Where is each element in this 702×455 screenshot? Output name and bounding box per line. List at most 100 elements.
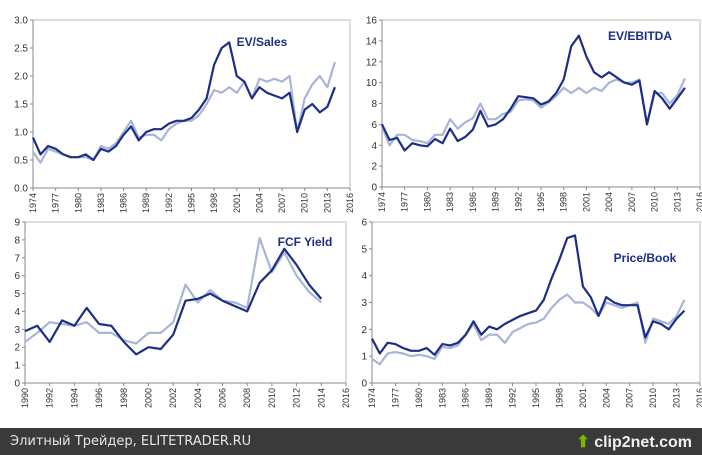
x-tick-label: 2004 xyxy=(193,388,203,408)
series-dark-line xyxy=(24,247,323,356)
y-tick-label: 1.0 xyxy=(14,128,28,139)
x-tick-label: 2010 xyxy=(300,193,310,213)
y-tick-label: 4 xyxy=(371,141,377,152)
x-tick-label: 1983 xyxy=(96,193,106,213)
x-tick-label: 1974 xyxy=(28,193,38,213)
x-tick-label: 2001 xyxy=(578,388,588,408)
y-tick-label: 1.5 xyxy=(14,100,28,111)
y-tick-label: 6 xyxy=(14,271,20,282)
x-tick-label: 2008 xyxy=(242,388,252,408)
x-tick-label: 2007 xyxy=(627,192,637,212)
x-tick-label: 2016 xyxy=(695,192,702,212)
x-tick-label: 2016 xyxy=(341,388,351,408)
y-tick-label: 2.5 xyxy=(14,44,28,55)
x-tick-label: 1986 xyxy=(119,193,129,213)
plot-area xyxy=(32,19,351,189)
x-tick-label: 1974 xyxy=(367,388,377,408)
series-light-line xyxy=(380,78,686,147)
x-tick-label: 1998 xyxy=(119,388,129,408)
y-tick-label: 0 xyxy=(361,379,367,390)
footer-source-text: Элитный Трейдер, ELITETRADER.RU xyxy=(10,434,252,449)
x-tick-label: 2010 xyxy=(650,192,660,212)
x-tick-label: 1992 xyxy=(508,388,518,408)
x-tick-label: 1998 xyxy=(554,388,564,408)
y-tick-label: 8 xyxy=(14,235,20,246)
y-tick-label: 2 xyxy=(361,325,367,336)
y-tick-label: 6 xyxy=(361,218,367,229)
y-tick-label: 8 xyxy=(371,99,377,110)
y-tick-label: 7 xyxy=(14,253,20,264)
x-tick-label: 1974 xyxy=(377,192,387,212)
brand-label: clip2net.com xyxy=(594,434,692,451)
upload-arrow-icon: ⬆ xyxy=(576,434,590,451)
chart-title: Price/Book xyxy=(614,251,677,265)
x-tick-label: 1986 xyxy=(468,192,478,212)
x-tick-label: 2001 xyxy=(581,192,591,212)
x-tick-label: 2006 xyxy=(218,388,228,408)
x-tick-label: 1995 xyxy=(536,192,546,212)
y-tick-label: 4 xyxy=(14,307,20,318)
chart-title: EV/EBITDA xyxy=(608,29,672,43)
x-tick-label: 1995 xyxy=(187,193,197,213)
y-tick-label: 2 xyxy=(371,162,377,173)
x-tick-label: 1992 xyxy=(513,192,523,212)
x-tick-label: 2004 xyxy=(601,388,611,408)
x-tick-label: 2013 xyxy=(672,192,682,212)
y-tick-label: 3.0 xyxy=(14,16,28,27)
chart-title: FCF Yield xyxy=(278,235,333,249)
series-dark-line xyxy=(371,234,686,356)
y-tick-label: 0 xyxy=(371,183,377,194)
x-tick-label: 2016 xyxy=(345,193,355,213)
x-tick-label: 1992 xyxy=(164,193,174,213)
y-tick-label: 5 xyxy=(14,289,20,300)
y-tick-label: 10 xyxy=(366,78,378,89)
x-tick-label: 1977 xyxy=(390,388,400,408)
x-tick-label: 1989 xyxy=(491,192,501,212)
x-tick-label: 2001 xyxy=(232,193,242,213)
x-tick-label: 2000 xyxy=(143,388,153,408)
x-tick-label: 2012 xyxy=(292,388,302,408)
y-tick-label: 3 xyxy=(14,325,20,336)
y-tick-label: 0 xyxy=(14,379,20,390)
y-tick-label: 5 xyxy=(361,244,367,255)
x-tick-label: 2013 xyxy=(322,193,332,213)
series-dark-line xyxy=(31,41,336,162)
x-tick-label: 2007 xyxy=(277,193,287,213)
y-tick-label: 4 xyxy=(361,271,367,282)
y-tick-label: 9 xyxy=(14,218,20,229)
y-tick-label: 6 xyxy=(371,120,377,131)
x-tick-label: 2013 xyxy=(672,388,682,408)
y-tick-label: 0.0 xyxy=(14,184,28,195)
x-tick-label: 1990 xyxy=(20,388,30,408)
x-tick-label: 1977 xyxy=(51,193,61,213)
y-tick-label: 3 xyxy=(361,298,367,309)
x-tick-label: 2016 xyxy=(695,388,702,408)
x-tick-label: 1980 xyxy=(73,193,83,213)
x-tick-label: 1996 xyxy=(94,388,104,408)
y-tick-label: 0.5 xyxy=(14,156,28,167)
x-tick-label: 1989 xyxy=(141,193,151,213)
x-tick-label: 2007 xyxy=(625,388,635,408)
x-tick-label: 1998 xyxy=(209,193,219,213)
y-tick-label: 2 xyxy=(14,343,20,354)
x-tick-label: 1983 xyxy=(437,388,447,408)
y-tick-label: 16 xyxy=(366,16,378,27)
x-tick-label: 1992 xyxy=(45,388,55,408)
y-tick-label: 1 xyxy=(361,352,367,363)
y-tick-label: 14 xyxy=(366,36,378,47)
clip2net-brand[interactable]: ⬆ clip2net.com xyxy=(576,432,692,452)
series-dark-line xyxy=(381,34,686,152)
x-tick-label: 1998 xyxy=(559,192,569,212)
x-tick-label: 1995 xyxy=(531,388,541,408)
y-tick-label: 1 xyxy=(14,361,20,372)
x-tick-label: 2014 xyxy=(316,388,326,408)
x-tick-label: 2004 xyxy=(604,192,614,212)
x-tick-label: 2002 xyxy=(168,388,178,408)
x-tick-label: 2004 xyxy=(254,193,264,213)
footer-bar: Элитный Трейдер, ELITETRADER.RU ⬆ clip2n… xyxy=(0,428,702,455)
x-tick-label: 1983 xyxy=(445,192,455,212)
plot-area xyxy=(371,221,701,384)
x-tick-label: 1989 xyxy=(484,388,494,408)
x-tick-label: 2010 xyxy=(648,388,658,408)
